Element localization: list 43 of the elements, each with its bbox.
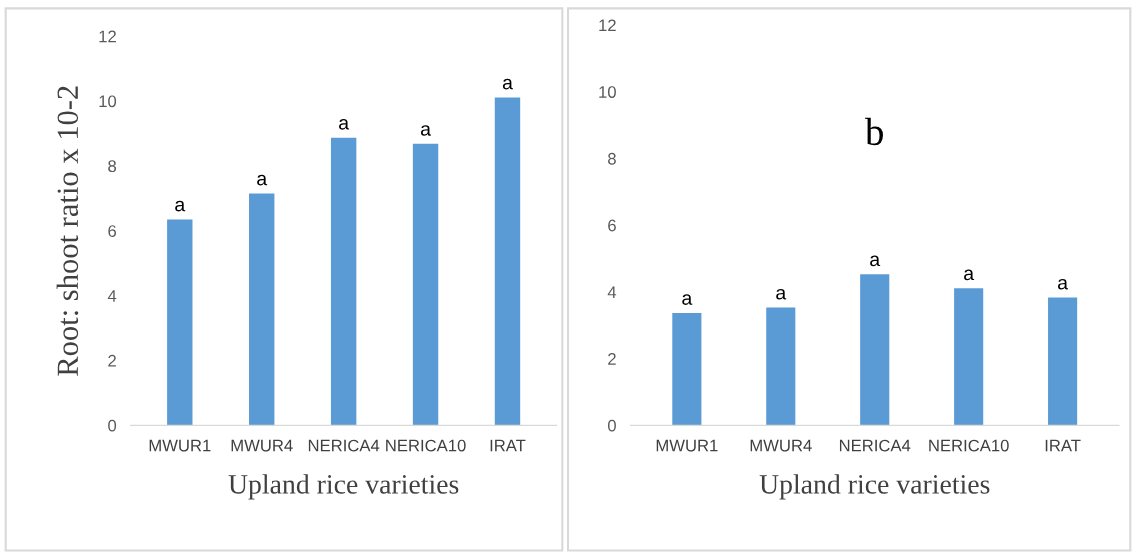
x-tick-label: IRAT: [1045, 439, 1081, 452]
x-tick-label: IRAT: [490, 439, 526, 452]
y-tick-label: 8: [108, 160, 117, 173]
y-tick-label: 10: [99, 95, 117, 108]
x-tick-label: NERICA10: [386, 439, 466, 452]
data-label: a: [682, 294, 693, 305]
x-axis-title: Upland rice varieties: [228, 474, 459, 500]
x-tick-label: MWUR1: [149, 439, 211, 452]
y-tick-label: 8: [608, 152, 616, 165]
y-tick-label: 0: [607, 419, 616, 432]
y-tick-label: 12: [599, 19, 616, 32]
data-label: a: [1058, 278, 1068, 290]
text: b: [865, 117, 883, 146]
x-tick-label: MWUR4: [750, 439, 812, 452]
data-label: a: [502, 78, 513, 90]
y-axis-title: Root: shoot ratio x 10-2: [56, 86, 79, 376]
bar: [330, 137, 357, 426]
x-axis-title: Upland rice varieties: [759, 474, 990, 500]
y-tick-label: 2: [108, 354, 116, 367]
y-tick-label: 2: [608, 353, 616, 365]
x-tick-label: MWUR4: [231, 439, 293, 452]
y-tick-label: 4: [107, 290, 117, 302]
data-label: a: [257, 174, 268, 186]
data-label: a: [420, 125, 431, 136]
x-tick-label: NERICA4: [839, 439, 911, 452]
data-label: a: [776, 288, 787, 300]
data-label: a: [870, 255, 881, 267]
x-tick-label: MWUR1: [656, 439, 718, 452]
bar: [494, 97, 521, 426]
data-label: a: [964, 269, 975, 281]
y-tick-label: 6: [608, 219, 616, 232]
data-label: a: [339, 118, 350, 130]
data-label: a: [175, 200, 186, 212]
x-tick-label: NERICA4: [308, 439, 380, 452]
y-tick-label: 4: [607, 286, 617, 298]
bar: [167, 219, 193, 426]
y-tick-label: 6: [108, 225, 117, 237]
x-tick-label: NERICA10: [929, 439, 1009, 452]
y-tick-label: 10: [599, 86, 616, 98]
bar: [412, 143, 439, 426]
y-tick-label: 0: [108, 419, 117, 432]
y-tick-label: 12: [99, 30, 116, 43]
bar: [249, 193, 275, 426]
